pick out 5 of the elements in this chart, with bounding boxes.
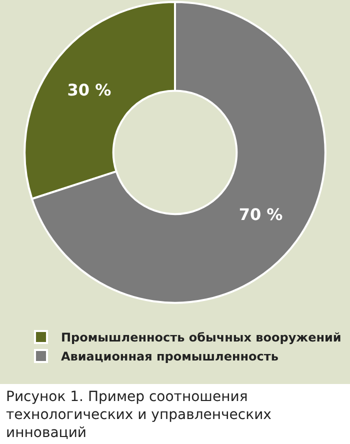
legend-label: Промышленность обычных вооружений: [61, 330, 342, 345]
legend-label: Авиационная промышленность: [61, 350, 279, 364]
text: Рисунок 1. Пример соотношения технологических и управленческих инноваций: [6, 388, 272, 442]
data-label: 70 %: [238, 205, 283, 224]
data-label: 30 %: [67, 80, 112, 100]
